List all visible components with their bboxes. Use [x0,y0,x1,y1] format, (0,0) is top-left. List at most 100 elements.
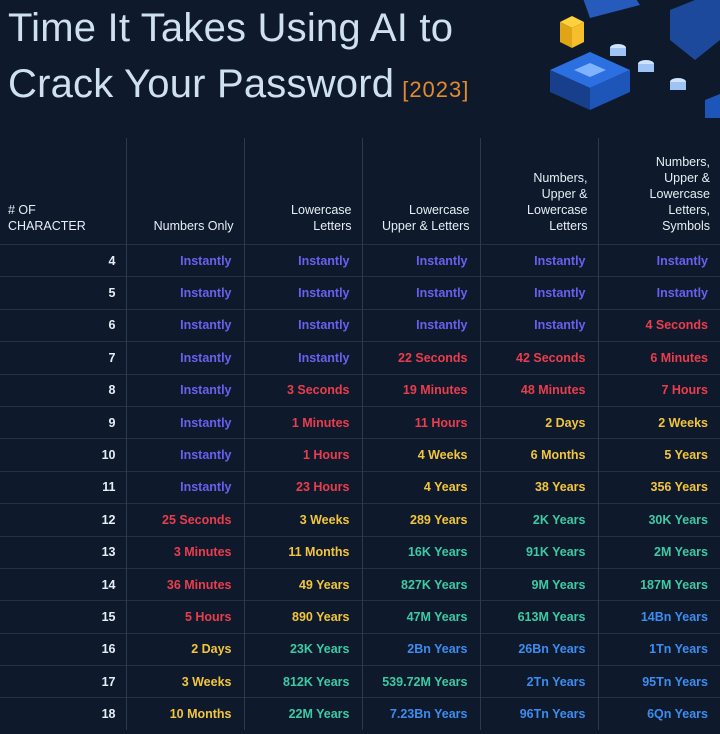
crack-time-cell: 91K Years [479,535,598,569]
table-row: 15 5 Hours 890 Years 47M Years 613M Years 14B… [0,600,720,634]
crack-time-cell: 49 Years [243,567,362,601]
server-base-right-icon [590,70,630,110]
table-body: 4 Instantly Instantly Instantly Instantly Ins… [0,243,720,730]
crack-time-cell: 2Tn Years [479,665,598,698]
crack-time-cell: 613M Years [479,600,598,634]
crack-time-cell: 1 Minutes [243,405,362,439]
column-header-text: Numbers Only [153,219,234,233]
table-row: 10 Instantly 1 Hours 4 Weeks 6 Months 5 Years [0,438,720,472]
crack-time-cell: 289 Years [361,503,480,537]
table-row: 7 Instantly Instantly 22 Seconds 42 Seconds 6… [0,341,720,375]
column-header-text: Numbers, [655,155,710,169]
year-badge: [2023] [402,77,470,102]
column-header-lowercase: Lowercase Letters [243,138,362,245]
table-row: 4 Instantly Instantly Instantly Instantly Ins… [0,243,720,277]
crack-time-cell: 5 Hours [125,600,244,634]
crack-time-cell: 3 Weeks [243,503,362,537]
disk-1-body-icon [610,48,626,56]
crack-time-cell: 356 Years [597,470,720,504]
character-count-cell: 13 [0,535,126,569]
crack-time-cell: Instantly [125,341,244,375]
character-count-cell: 6 [0,308,126,342]
character-count-cell: 10 [0,438,126,472]
header-row: # OF CHARACTER Numbers Only Lowercase Lett… [0,138,720,245]
column-header-text: Numbers, [533,171,588,185]
table-row: 13 3 Minutes 11 Months 16K Years 91K Years 2M… [0,535,720,569]
platform-right-icon [670,0,720,60]
title-line-1: Time It Takes Using AI to [8,6,454,50]
crack-time-cell: Instantly [361,308,480,342]
table-row: 8 Instantly 3 Seconds 19 Minutes 48 Minutes 7… [0,373,720,407]
crack-time-cell: 11 Hours [361,405,480,439]
crack-time-cell: Instantly [479,308,598,342]
character-count-cell: 8 [0,373,126,407]
table-row: 14 36 Minutes 49 Years 827K Years 9M Years 18… [0,567,720,601]
crack-time-cell: 38 Years [479,470,598,504]
disk-3-body-icon [670,82,686,90]
column-header-text: Lowercase [649,187,710,201]
crack-time-cell: 1 Hours [243,438,362,472]
character-count-cell: 17 [0,665,126,698]
crack-time-cell: 890 Years [243,600,362,634]
column-header-text: Upper & Letters [381,219,470,233]
chip-icon [574,63,606,77]
crack-time-cell: 25 Seconds [125,503,244,537]
table-row: 18 10 Months 22M Years 7.23Bn Years 96Tn Yea… [0,697,720,730]
crack-time-cell: Instantly [243,243,362,277]
crack-time-cell: Instantly [243,276,362,310]
crack-time-cell: Instantly [125,405,244,439]
character-count-cell: 14 [0,567,126,601]
crack-time-cell: 812K Years [243,665,362,698]
character-count-cell: 9 [0,405,126,439]
title-line-2-text: Crack Your Password [8,62,395,106]
crack-time-cell: 16K Years [361,535,480,569]
crack-time-cell: 4 Years [361,470,480,504]
column-header-text: Symbols [662,219,710,233]
column-header-text: Upper & [541,187,588,201]
crack-time-cell: 3 Weeks [125,665,244,698]
column-header-text: Lowercase [527,203,588,217]
column-header-text: Lowercase [291,203,352,217]
crack-time-cell: 3 Seconds [243,373,362,407]
crack-time-cell: 2 Weeks [597,405,720,439]
character-count-cell: 4 [0,243,126,277]
crack-time-cell: 48 Minutes [479,373,598,407]
password-crack-table: # OF CHARACTER Numbers Only Lowercase Lett… [0,138,720,730]
crack-time-cell: 14Bn Years [597,600,720,634]
crack-time-cell: Instantly [125,276,244,310]
crack-time-cell: 23K Years [243,632,362,666]
crack-time-cell: Instantly [479,276,598,310]
column-header-upper-lower: Lowercase Upper & Letters [361,138,480,245]
crack-time-cell: Instantly [125,373,244,407]
crack-time-cell: Instantly [361,276,480,310]
crack-time-cell: 2 Days [125,632,244,666]
crack-time-cell: 5 Years [597,438,720,472]
crack-time-cell: 11 Months [243,535,362,569]
table-row: 16 2 Days 23K Years 2Bn Years 26Bn Years 1Tn … [0,632,720,666]
crack-time-cell: 47M Years [361,600,480,634]
column-header-text: Letters, [668,203,710,217]
column-header-numbers-only: Numbers Only [125,138,244,245]
cube-left-icon [560,22,572,48]
crack-time-cell: 22 Seconds [361,341,480,375]
crack-time-cell: 6 Minutes [597,341,720,375]
crack-time-cell: 4 Weeks [361,438,480,472]
crack-time-cell: 6Qn Years [597,697,720,730]
column-header-text: Lowercase [409,203,470,217]
server-base-left-icon [550,70,590,110]
crack-time-cell: Instantly [125,438,244,472]
crack-time-cell: 6 Months [479,438,598,472]
crack-time-cell: Instantly [125,243,244,277]
crack-time-cell: 187M Years [597,567,720,601]
server-illustration-icon [550,0,720,118]
column-header-text: Upper & [664,171,710,185]
crack-time-cell: 9M Years [479,567,598,601]
character-count-cell: 11 [0,470,126,504]
crack-time-cell: 7 Hours [597,373,720,407]
crack-time-cell: 2K Years [479,503,598,537]
crack-time-cell: 539.72M Years [361,665,480,698]
crack-time-cell: 96Tn Years [479,697,598,730]
cube-right-icon [572,22,584,48]
disk-2-body-icon [638,64,654,72]
title-line-2: Crack Your Password [2023] [8,56,469,118]
